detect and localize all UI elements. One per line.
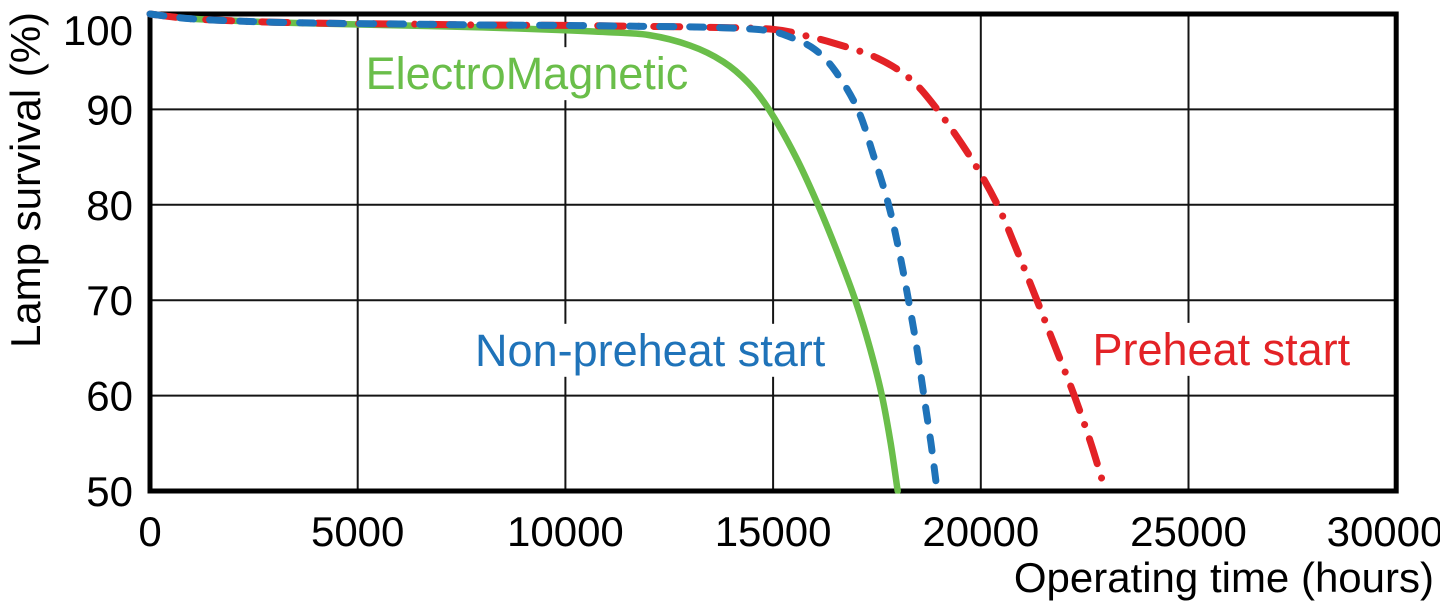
- curve-non-preheat-start: [146, 10, 941, 494]
- y-tick-label-90: 90: [86, 86, 133, 133]
- plot-border: [147, 11, 1399, 494]
- series-label-background: [469, 323, 832, 377]
- x-tick-label-30000: 30000: [1327, 508, 1440, 555]
- series-label-background: [1086, 322, 1357, 376]
- y-tick-label-70: 70: [86, 277, 133, 324]
- x-tick-label-10000: 10000: [507, 508, 624, 555]
- y-tick-label-60: 60: [86, 373, 133, 420]
- y-axis-title: Lamp survival (%): [2, 12, 49, 348]
- series-label-preheat-start: Preheat start: [1092, 324, 1350, 375]
- y-tick-label-100: 100: [63, 7, 133, 54]
- plot-border-group: [147, 11, 1399, 494]
- x-tick-label-0: 0: [138, 508, 161, 555]
- x-tick-label-25000: 25000: [1130, 508, 1247, 555]
- curves: [146, 10, 1109, 494]
- x-tick-label-15000: 15000: [715, 508, 832, 555]
- annotation-backgrounds: [359, 47, 1357, 377]
- series-label-electromagnetic: ElectroMagnetic: [366, 48, 689, 99]
- chart-text: ElectroMagnetic Non-preheat start Preheat …: [2, 7, 1440, 601]
- grid-lines: [150, 14, 1397, 491]
- x-axis-title: Operating time (hours): [1014, 554, 1434, 601]
- x-tick-label-20000: 20000: [922, 508, 1039, 555]
- y-tick-label-50: 50: [86, 468, 133, 515]
- series-label-background: [359, 47, 695, 101]
- series-label-non-preheat-start: Non-preheat start: [475, 325, 826, 376]
- x-tick-label-5000: 5000: [311, 508, 404, 555]
- y-tick-label-80: 80: [86, 182, 133, 229]
